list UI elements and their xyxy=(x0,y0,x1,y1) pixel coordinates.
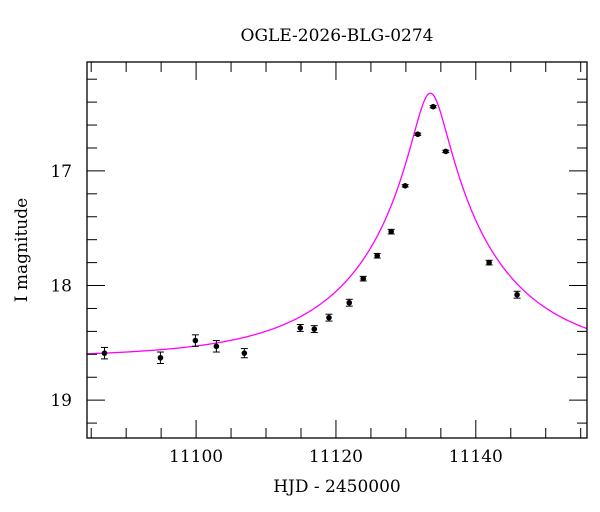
point-marker xyxy=(442,148,449,155)
data-point xyxy=(345,298,353,307)
point-marker xyxy=(430,103,436,110)
point-marker xyxy=(157,354,164,361)
y-tick-label: 19 xyxy=(50,391,72,411)
data-point xyxy=(513,290,521,299)
data-point xyxy=(325,313,333,322)
data-point xyxy=(359,275,367,282)
chart-title: OGLE-2026-BLG-0274 xyxy=(241,26,434,46)
point-marker xyxy=(326,314,332,321)
data-point xyxy=(387,228,395,235)
data-point xyxy=(442,148,450,155)
point-marker xyxy=(213,343,220,350)
point-marker xyxy=(101,350,108,356)
y-axis-label: I magnitude xyxy=(12,198,32,302)
data-point xyxy=(100,346,108,360)
point-marker xyxy=(374,252,381,259)
point-marker xyxy=(311,326,318,332)
data-point xyxy=(212,340,220,353)
model-curve xyxy=(86,92,588,355)
data-point xyxy=(310,325,318,334)
point-marker xyxy=(414,131,421,138)
x-axis-label: HJD - 2450000 xyxy=(273,477,401,497)
y-tick-label: 18 xyxy=(50,277,72,297)
axis-ticks xyxy=(87,62,587,438)
data-point xyxy=(429,103,437,110)
data-points xyxy=(100,103,521,364)
data-point xyxy=(156,351,164,364)
x-tick-label: 11100 xyxy=(169,447,223,467)
point-marker xyxy=(486,259,492,266)
y-tick-label: 17 xyxy=(50,162,72,182)
point-marker xyxy=(241,350,248,356)
point-marker xyxy=(388,228,394,235)
data-point xyxy=(485,259,493,266)
point-marker xyxy=(514,291,520,298)
point-marker xyxy=(346,299,353,306)
y-tick-labels: 17 18 19 xyxy=(50,162,72,411)
data-point xyxy=(240,348,248,359)
data-point xyxy=(191,334,199,347)
data-point xyxy=(401,183,409,189)
plot-frame xyxy=(86,61,588,439)
model-line xyxy=(86,92,588,355)
point-marker xyxy=(192,337,199,344)
x-tick-labels: 11100 11120 11140 xyxy=(169,447,503,467)
data-point xyxy=(373,252,381,259)
point-marker xyxy=(297,325,304,331)
plot-area xyxy=(86,61,588,439)
point-marker xyxy=(402,183,408,189)
data-point xyxy=(414,131,422,138)
x-tick-label: 11140 xyxy=(449,447,503,467)
point-marker xyxy=(360,275,367,282)
x-tick-label: 11120 xyxy=(309,447,363,467)
data-point xyxy=(296,324,304,332)
